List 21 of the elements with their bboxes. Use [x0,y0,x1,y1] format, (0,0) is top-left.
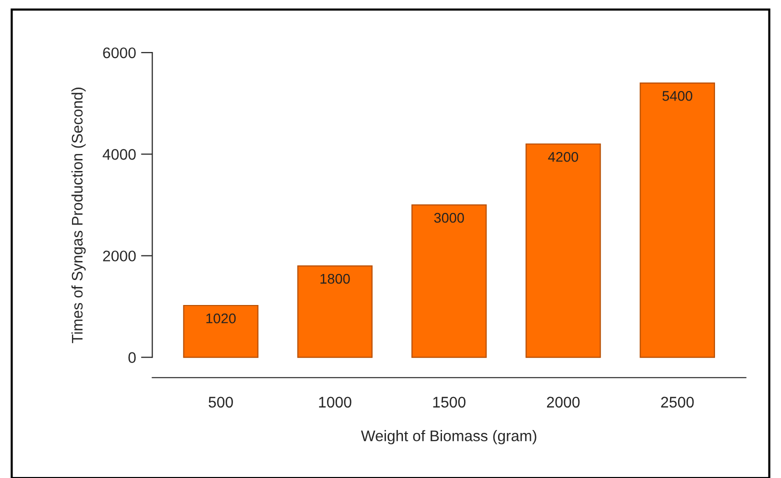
bar [526,143,601,358]
y-axis-title: Times of Syngas Production (Second) [71,88,86,344]
bar [183,304,258,358]
x-tick-label: 2000 [547,396,580,408]
data-label: 3000 [434,212,464,223]
y-tick-label: 6000 [103,47,136,58]
x-tick-label: 2500 [661,396,694,408]
x-tick-label: 1000 [319,396,352,408]
x-axis-title: Weight of Biomass (gram) [360,430,536,444]
data-label: 1800 [320,274,350,284]
bar [411,204,487,358]
y-tick-label: 0 [128,352,136,363]
y-tick-label: 4000 [102,149,136,160]
x-tick-label: 1500 [433,396,466,408]
y-tick-label: 2000 [103,250,136,262]
bar [640,82,716,358]
bar [297,265,373,358]
data-label: 1020 [206,313,236,324]
data-label: 5400 [662,91,692,101]
data-label: 4200 [548,152,578,162]
x-tick-label: 500 [208,396,233,408]
